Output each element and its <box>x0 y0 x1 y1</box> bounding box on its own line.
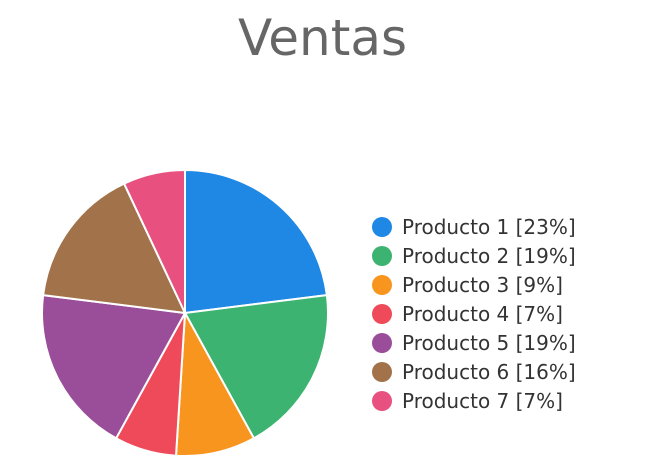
pie-slice-1 <box>184 168 328 315</box>
legend-swatch-2 <box>372 245 392 266</box>
legend-item-4: Producto 4 [7%] <box>372 299 576 328</box>
legend-item-5: Producto 5 [19%] <box>372 328 576 357</box>
legend-item-2: Producto 2 [19%] <box>372 241 576 270</box>
legend-label-6: Producto 6 [16%] <box>402 359 576 384</box>
pie-slice-5 <box>41 293 187 440</box>
legend-item-1: Producto 1 [23%] <box>372 212 576 241</box>
chart-title: Ventas <box>237 9 408 67</box>
legend-swatch-7 <box>372 390 392 411</box>
legend-swatch-3 <box>372 274 392 295</box>
legend-swatch-6 <box>372 361 392 382</box>
legend-item-3: Producto 3 [9%] <box>372 270 576 299</box>
legend-label-7: Producto 7 [7%] <box>402 388 563 413</box>
legend-label-1: Producto 1 [23%] <box>402 214 576 239</box>
pie-slice-6 <box>42 182 187 315</box>
legend-swatch-5 <box>372 332 392 353</box>
legend-swatch-1 <box>372 216 392 237</box>
pie-slice-7 <box>122 168 186 314</box>
chart-legend: Producto 1 [23%] Producto 2 [19%] Producto… <box>372 212 576 415</box>
legend-label-3: Producto 3 [9%] <box>402 272 563 297</box>
legend-item-7: Producto 7 [7%] <box>372 386 576 415</box>
legend-label-2: Producto 2 [19%] <box>402 243 576 268</box>
pie-slice-3 <box>174 309 256 458</box>
legend-label-5: Producto 5 [19%] <box>402 330 576 355</box>
legend-label-4: Producto 4 [7%] <box>402 301 563 326</box>
legend-swatch-4 <box>372 303 392 324</box>
pie-slice-2 <box>183 293 329 440</box>
legend-item-6: Producto 6 [16%] <box>372 357 576 386</box>
